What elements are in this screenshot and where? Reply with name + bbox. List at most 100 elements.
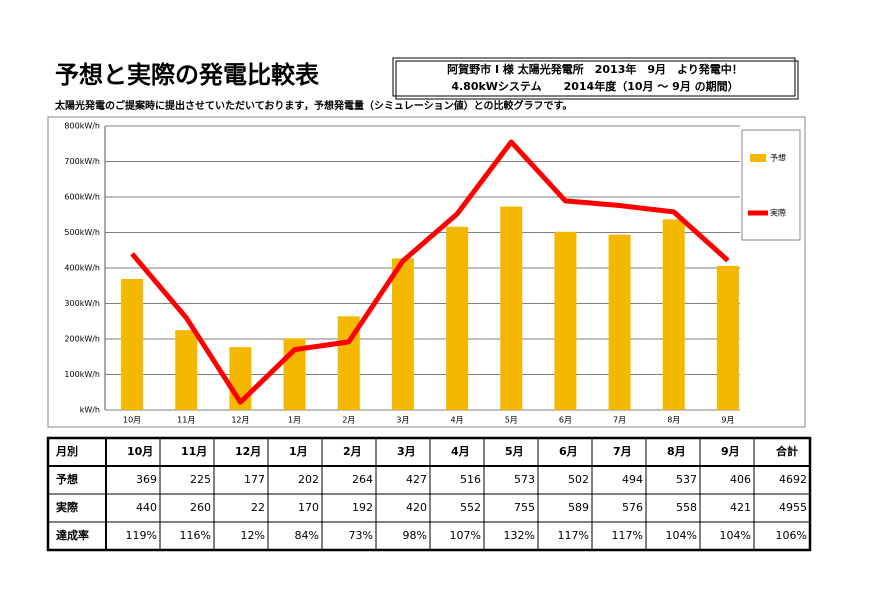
table-header: 12月 xyxy=(235,445,261,458)
row-label: 達成率 xyxy=(56,528,89,542)
table-header: 3月 xyxy=(397,445,416,458)
row-label: 予想 xyxy=(56,472,78,486)
info-box xyxy=(392,57,796,97)
x-tick-label: 12月 xyxy=(231,416,249,425)
y-tick-label: 100kW/h xyxy=(64,370,100,379)
table-cell: 494 xyxy=(622,473,643,486)
table-cell: 502 xyxy=(568,473,589,486)
table-cell: 558 xyxy=(676,501,697,514)
table-cell: 537 xyxy=(676,473,697,486)
table-header: 月別 xyxy=(55,444,78,458)
table-header: 合計 xyxy=(776,444,798,458)
legend-label: 予想 xyxy=(770,153,786,163)
table-cell: 260 xyxy=(190,501,211,514)
table-cell: 427 xyxy=(406,473,427,486)
bar xyxy=(716,265,739,410)
x-tick-label: 8月 xyxy=(667,416,680,425)
table-cell: 421 xyxy=(730,501,751,514)
legend-box xyxy=(741,129,801,241)
y-tick-label: 400kW/h xyxy=(64,264,100,273)
table-cell: 84% xyxy=(295,529,319,542)
x-tick-label: 10月 xyxy=(123,416,141,425)
y-tick-label: 300kW/h xyxy=(64,299,100,308)
bar xyxy=(337,316,360,410)
table-cell: 192 xyxy=(352,501,373,514)
table-cell: 420 xyxy=(406,501,427,514)
table-cell: 264 xyxy=(352,473,373,486)
table-header: 9月 xyxy=(721,445,740,458)
table-header: 11月 xyxy=(181,445,207,458)
table-cell: 22 xyxy=(251,501,265,514)
row-label: 実際 xyxy=(56,500,79,514)
info-box-shadow xyxy=(395,60,799,100)
table-cell: 117% xyxy=(558,529,589,542)
x-tick-label: 11月 xyxy=(177,416,195,425)
bar xyxy=(446,226,469,410)
table-header: 8月 xyxy=(667,445,686,458)
table-cell: 589 xyxy=(568,501,589,514)
table-cell: 369 xyxy=(136,473,157,486)
table-cell: 117% xyxy=(612,529,643,542)
subtitle: 太陽光発電のご提案時に提出させていただいております，予想発電量（シミュレーション… xyxy=(54,99,573,112)
table-cell: 106% xyxy=(776,529,807,542)
bar xyxy=(608,234,631,410)
table-cell: 107% xyxy=(450,529,481,542)
table-cell: 132% xyxy=(504,529,535,542)
legend-label: 実際 xyxy=(770,208,786,218)
x-tick-label: 5月 xyxy=(505,416,518,425)
x-tick-label: 6月 xyxy=(559,416,572,425)
table-cell: 104% xyxy=(720,529,751,542)
table-header: 10月 xyxy=(127,445,153,458)
y-tick-label: 600kW/h xyxy=(64,193,100,202)
table-cell: 119% xyxy=(126,529,157,542)
table-header: 4月 xyxy=(451,445,470,458)
table-cell: 4955 xyxy=(779,501,807,514)
y-tick-label: kW/h xyxy=(80,406,100,415)
table-header: 1月 xyxy=(289,445,308,458)
legend-swatch xyxy=(750,154,766,162)
table-cell: 12% xyxy=(241,529,265,542)
x-tick-label: 7月 xyxy=(613,416,626,425)
table-cell: 406 xyxy=(730,473,751,486)
table-cell: 440 xyxy=(136,501,157,514)
y-tick-label: 200kW/h xyxy=(64,335,100,344)
x-tick-label: 1月 xyxy=(288,416,301,425)
table-header: 5月 xyxy=(505,445,524,458)
bar xyxy=(500,206,523,410)
info-line: 4.80kWシステム 2014年度（10月 ～ 9月 の期間） xyxy=(451,79,738,93)
bar xyxy=(175,330,198,410)
table-header: 2月 xyxy=(343,445,362,458)
table-cell: 755 xyxy=(514,501,535,514)
table-header: 6月 xyxy=(559,445,578,458)
x-tick-label: 4月 xyxy=(451,416,464,425)
table-cell: 104% xyxy=(666,529,697,542)
line xyxy=(130,139,730,405)
y-tick-label: 800kW/h xyxy=(64,122,100,131)
table-cell: 177 xyxy=(244,473,265,486)
bar xyxy=(391,258,414,410)
y-tick-label: 700kW/h xyxy=(64,157,100,166)
x-tick-label: 2月 xyxy=(342,416,355,425)
x-tick-label: 9月 xyxy=(721,416,734,425)
x-tick-label: 3月 xyxy=(396,416,409,425)
table-cell: 576 xyxy=(622,501,643,514)
table-cell: 573 xyxy=(514,473,535,486)
table-cell: 170 xyxy=(298,501,319,514)
page-title: 予想と実際の発電比較表 xyxy=(55,61,320,89)
info-line: 阿賀野市 I 様 太陽光発電所 2013年 9月 より発電中！ xyxy=(447,62,743,76)
table-cell: 73% xyxy=(349,529,373,542)
table-cell: 202 xyxy=(298,473,319,486)
table-cell: 98% xyxy=(403,529,427,542)
y-tick-label: 500kW/h xyxy=(64,228,100,237)
table-cell: 116% xyxy=(180,529,211,542)
table-cell: 516 xyxy=(460,473,481,486)
bar xyxy=(121,279,144,410)
bar xyxy=(662,219,685,410)
bar xyxy=(554,231,577,410)
table-cell: 4692 xyxy=(779,473,807,486)
chart-frame xyxy=(47,116,806,428)
table-cell: 225 xyxy=(190,473,211,486)
table-cell: 552 xyxy=(460,501,481,514)
